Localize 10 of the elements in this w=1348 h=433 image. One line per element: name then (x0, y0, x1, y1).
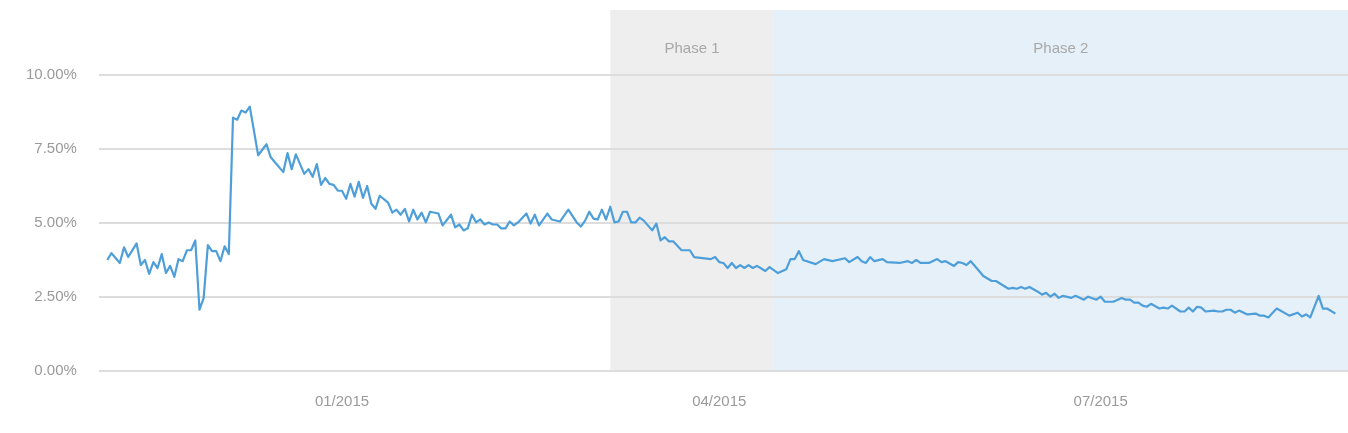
y-tick-label: 0.00% (34, 361, 77, 379)
x-tick-label: 07/2015 (1073, 392, 1128, 410)
band-label: Phase 2 (1033, 39, 1089, 57)
y-tick-label: 7.50% (34, 139, 77, 157)
y-tick-label: 2.50% (34, 287, 77, 305)
band-label: Phase 1 (664, 39, 720, 57)
y-tick-label: 5.00% (34, 213, 77, 231)
y-tick-label: 10.00% (26, 65, 77, 83)
x-tick-label: 04/2015 (692, 392, 747, 410)
x-tick-label: 01/2015 (314, 392, 370, 410)
